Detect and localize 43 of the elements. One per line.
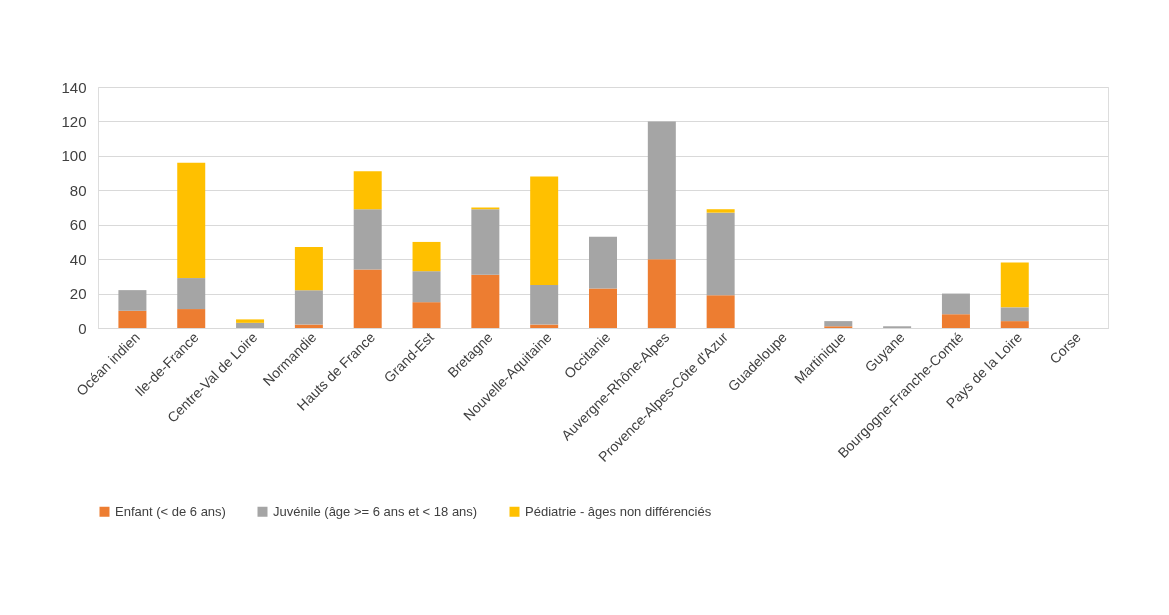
bar — [706, 295, 735, 328]
bar — [647, 121, 676, 260]
bar — [471, 274, 500, 328]
bar — [589, 288, 617, 328]
bar — [530, 176, 559, 285]
legend-label: Juvénile (âge >= 6 ans et < 18 ans) — [273, 503, 478, 519]
y-tick-label: 0 — [78, 319, 87, 337]
bar — [1000, 262, 1029, 308]
bar — [118, 310, 147, 328]
legend-label: Enfant (< de 6 ans) — [115, 503, 226, 519]
bar — [353, 171, 382, 210]
y-tick-label: 40 — [69, 250, 87, 268]
bar — [1000, 307, 1029, 322]
bar — [294, 290, 323, 325]
bar — [353, 269, 382, 328]
bar — [706, 209, 735, 213]
bar — [177, 309, 206, 328]
bar — [412, 302, 441, 328]
bar — [824, 321, 853, 327]
y-tick-label: 60 — [69, 216, 87, 234]
bar — [941, 314, 970, 328]
bar — [412, 241, 441, 272]
bar — [706, 212, 735, 296]
y-tick-label: 20 — [69, 285, 87, 303]
y-tick-label: 100 — [61, 147, 87, 165]
y-tick-label: 120 — [61, 112, 87, 130]
bar — [236, 319, 265, 323]
y-tick-label: 140 — [61, 78, 87, 96]
bar — [294, 247, 323, 291]
bar — [353, 209, 382, 270]
bar — [647, 259, 676, 328]
bar — [118, 290, 147, 311]
bar — [412, 271, 441, 303]
bar — [177, 162, 206, 279]
bar — [471, 209, 500, 275]
bar — [1000, 321, 1029, 328]
legend-label: Pédiatrie - âges non différenciés — [525, 503, 712, 519]
bar — [589, 236, 617, 289]
bar — [530, 284, 559, 325]
y-tick-label: 80 — [69, 181, 87, 199]
bar — [236, 322, 265, 328]
bar — [941, 293, 970, 315]
bar — [177, 278, 206, 310]
